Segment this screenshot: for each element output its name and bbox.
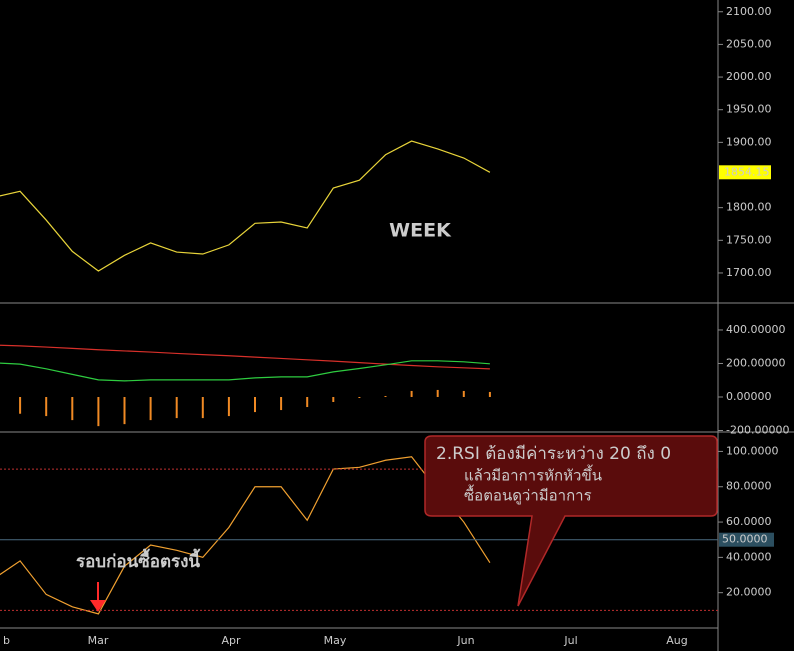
y-tick-label: 60.0000 xyxy=(726,515,772,528)
y-tick-label: 400.00000 xyxy=(726,323,786,336)
reference-label-box xyxy=(719,532,774,547)
callout-text: 2.RSI ต้องมีค่าระหว่าง 20 ถึง 0 xyxy=(436,444,671,464)
time-label: Jun xyxy=(456,634,474,647)
last-value-box xyxy=(719,165,771,180)
time-label: Aug xyxy=(666,634,687,647)
y-tick-label: 200.00000 xyxy=(726,356,786,369)
series-line xyxy=(0,140,491,272)
y-tick-label: 0.00000 xyxy=(726,390,772,403)
y-tick-label: 80.0000 xyxy=(726,480,772,493)
y-tick-label: 2100.00 xyxy=(726,5,772,18)
y-tick-label: 1950.00 xyxy=(726,103,772,116)
callout-box xyxy=(424,435,718,607)
y-tick-label: 20.0000 xyxy=(726,586,772,599)
last-value-label: 1854.15 xyxy=(724,165,770,178)
y-tick-label: 100.0000 xyxy=(726,444,779,457)
y-tick-label: 1900.00 xyxy=(726,135,772,148)
week-label: WEEK xyxy=(389,220,452,242)
time-label: b xyxy=(3,634,10,647)
time-label: Apr xyxy=(221,634,241,647)
note-arrow-head xyxy=(90,600,106,612)
time-label: May xyxy=(324,634,347,647)
series-line xyxy=(0,344,490,370)
y-tick-label: 1750.00 xyxy=(726,233,772,246)
time-label: Mar xyxy=(88,634,109,647)
y-tick-label: 1800.00 xyxy=(726,201,772,214)
callout-text: แล้วมีอาการหักหัวขึ้น xyxy=(464,465,602,485)
reference-label: 50.0000 xyxy=(722,533,768,546)
y-tick-label: 1700.00 xyxy=(726,266,772,279)
y-tick-label: 40.0000 xyxy=(726,550,772,563)
time-label: Jul xyxy=(563,634,577,647)
y-tick-label: 2050.00 xyxy=(726,37,772,50)
y-tick-label: -200.00000 xyxy=(726,423,789,436)
y-tick-label: 2000.00 xyxy=(726,70,772,83)
buy-note: รอบก่อนซื้อตรงนี้ xyxy=(76,548,200,572)
plot-area xyxy=(0,140,491,615)
callout-text: ซื้อตอนดูว่ามีอาการ xyxy=(464,485,592,505)
series-line xyxy=(0,360,490,382)
series-line xyxy=(0,456,491,615)
